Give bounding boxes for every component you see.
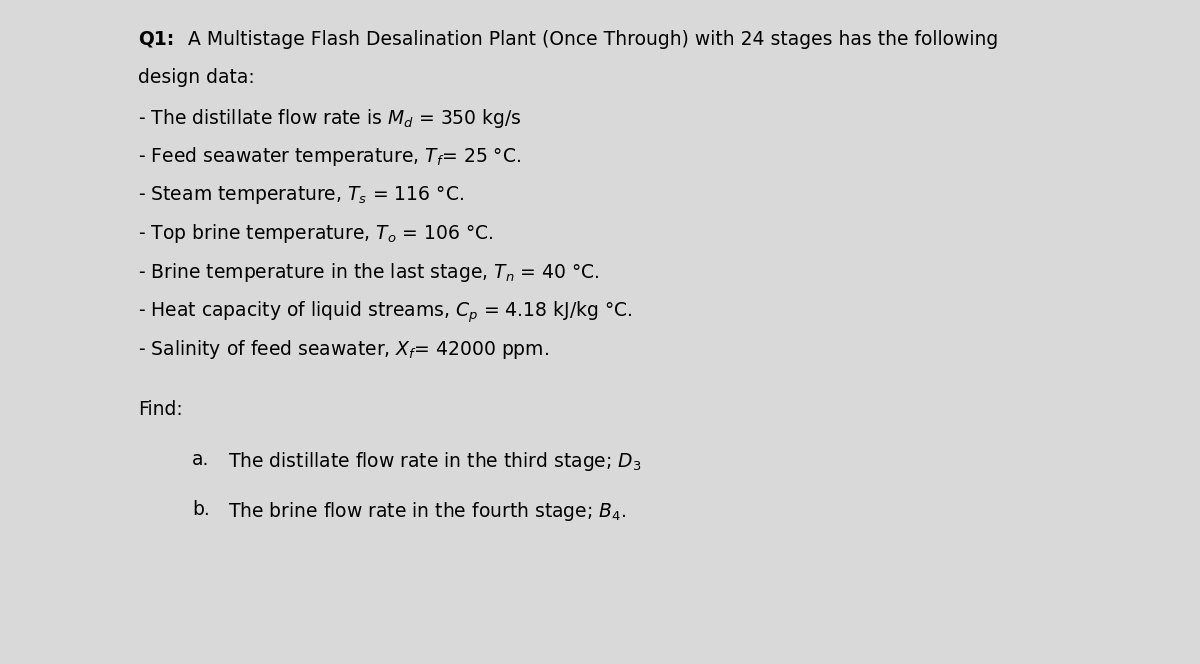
Text: - Steam temperature, $T_s$ = 116 °C.: - Steam temperature, $T_s$ = 116 °C. (138, 184, 464, 206)
Text: The brine flow rate in the fourth stage; $B_4$.: The brine flow rate in the fourth stage;… (228, 500, 626, 523)
Text: - Heat capacity of liquid streams, $C_p$ = 4.18 kJ/kg °C.: - Heat capacity of liquid streams, $C_p$… (138, 299, 632, 325)
Text: b.: b. (192, 500, 210, 519)
Text: A Multistage Flash Desalination Plant (Once Through) with 24 stages has the foll: A Multistage Flash Desalination Plant (O… (182, 30, 998, 49)
Text: Q1:: Q1: (138, 30, 174, 49)
Text: - Top brine temperature, $T_o$ = 106 °C.: - Top brine temperature, $T_o$ = 106 °C. (138, 222, 493, 246)
Text: - Brine temperature in the last stage, $T_n$ = 40 °C.: - Brine temperature in the last stage, $… (138, 261, 600, 284)
Text: a.: a. (192, 450, 209, 469)
Text: The distillate flow rate in the third stage; $D_3$: The distillate flow rate in the third st… (228, 450, 642, 473)
Text: - Salinity of feed seawater, $X_f$= 42000 ppm.: - Salinity of feed seawater, $X_f$= 4200… (138, 338, 548, 361)
Text: - The distillate flow rate is $M_d$ = 350 kg/s: - The distillate flow rate is $M_d$ = 35… (138, 107, 522, 130)
Text: design data:: design data: (138, 68, 254, 88)
Text: Find:: Find: (138, 400, 182, 418)
Text: - Feed seawater temperature, $T_f$= 25 °C.: - Feed seawater temperature, $T_f$= 25 °… (138, 145, 521, 169)
